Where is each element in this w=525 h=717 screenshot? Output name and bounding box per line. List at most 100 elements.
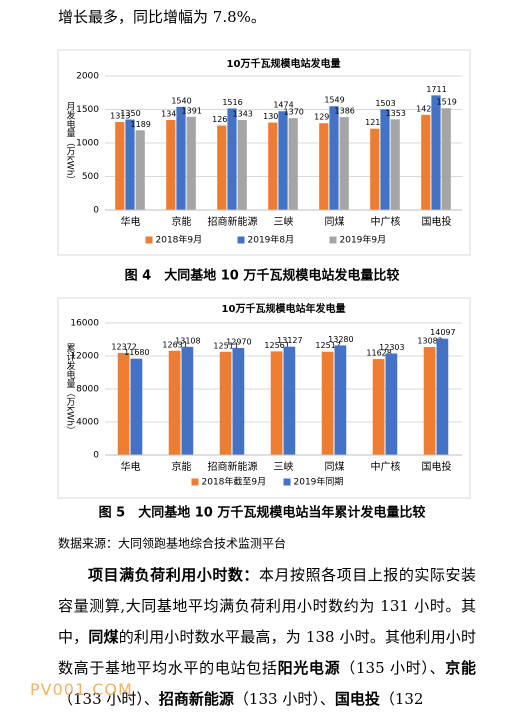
value-label: 1711 — [426, 85, 446, 94]
bar — [385, 353, 398, 455]
chart-title: 10万千瓦规模电站年发电量 — [222, 302, 346, 315]
value-label: 1313 — [110, 112, 130, 121]
intro-text: 增长最多，同比增幅为 7.8%。 — [58, 8, 266, 26]
value-label: 11680 — [124, 348, 149, 357]
value-label: 12372 — [111, 342, 136, 351]
y-tick-label: 12000 — [70, 352, 99, 362]
legend-swatch — [145, 236, 153, 244]
y-tick-label: 0 — [93, 206, 99, 216]
x-tick-label: 三峡 — [274, 460, 294, 473]
x-tick-label: 同煤 — [325, 215, 345, 228]
bar — [117, 352, 130, 455]
legend-swatch — [329, 236, 337, 244]
text-run: （135 小时）、 — [340, 659, 446, 677]
bar — [176, 106, 186, 210]
x-tick-label: 招商新能源 — [208, 460, 258, 473]
text-run: （133 小时）、 — [233, 690, 335, 708]
value-label: 1343 — [161, 110, 181, 119]
text-run: 京能 — [445, 659, 476, 677]
bar — [268, 122, 278, 210]
text-run: 招商新能源 — [158, 690, 234, 708]
value-label: 13108 — [175, 336, 200, 345]
bar — [130, 358, 143, 455]
bar — [115, 122, 125, 210]
bar — [288, 118, 298, 210]
value-label: 13280 — [328, 335, 353, 344]
value-label: 13082 — [417, 337, 442, 346]
watermark: PV001.COM — [30, 680, 133, 699]
text-run: 的利用小时数水平最高，为 138 小时。其他利用小时数高于基地平均水平的电站包括 — [58, 628, 476, 677]
text-run: （132 — [379, 690, 424, 708]
legend-label: 2019年同期 — [294, 476, 344, 488]
bar — [219, 351, 232, 455]
bar — [372, 359, 385, 455]
bar — [186, 116, 196, 210]
chart-frame — [57, 49, 471, 256]
x-tick-label: 华电 — [121, 215, 141, 228]
legend-swatch — [283, 478, 291, 486]
legend-label: 2019年8月 — [248, 234, 295, 246]
text-run: 国电投 — [334, 690, 380, 708]
value-label: 14097 — [430, 328, 455, 337]
bar — [334, 345, 347, 455]
bar — [423, 347, 436, 455]
y-tick-label: 4000 — [76, 418, 99, 428]
y-tick-label: 8000 — [76, 385, 99, 395]
text-run: 阳光电源 — [277, 659, 341, 677]
chart-frame — [57, 297, 471, 499]
value-label: 1420 — [416, 104, 436, 113]
value-label: 1189 — [131, 120, 151, 129]
legend-label: 2018年9月 — [156, 234, 203, 246]
value-label: 12631 — [162, 340, 187, 349]
value-label: 1386 — [335, 107, 355, 116]
y-axis-label: 累计发电量（万kWh） — [65, 343, 76, 435]
charts: 图 4 大同基地 10 万千瓦规模电站发电量比较 图 5 大同基地 10 万千瓦… — [57, 49, 471, 551]
value-label: 12561 — [264, 341, 289, 350]
value-label: 1540 — [171, 96, 191, 105]
value-label: 1474 — [273, 101, 293, 110]
caption: 图 5 大同基地 10 万千瓦规模电站当年累计发电量比较 — [99, 505, 426, 521]
value-label: 12970 — [226, 337, 251, 346]
value-label: 1295 — [314, 113, 334, 122]
bar — [329, 106, 339, 210]
bar — [270, 351, 283, 455]
x-tick-label: 同煤 — [325, 460, 345, 473]
value-label: 12511 — [213, 341, 238, 350]
bar — [370, 128, 380, 210]
x-tick-label: 三峡 — [274, 215, 294, 228]
source-note: 数据来源：大同领跑基地综合技术监测平台 — [58, 536, 286, 551]
bar — [436, 338, 449, 455]
x-tick-label: 京能 — [172, 460, 192, 473]
value-label: 13127 — [277, 336, 302, 345]
value-label: 1350 — [120, 109, 140, 118]
value-label: 1370 — [284, 108, 304, 117]
x-tick-label: 国电投 — [422, 460, 452, 473]
bar — [125, 119, 135, 210]
bar — [321, 351, 334, 455]
bar — [278, 111, 288, 210]
y-tick-label: 1000 — [76, 139, 99, 149]
value-label: 1549 — [324, 96, 344, 105]
y-tick-label: 0 — [93, 451, 99, 461]
bar — [319, 123, 329, 210]
x-tick-label: 国电投 — [422, 215, 452, 228]
value-label: 1516 — [222, 98, 242, 107]
bar — [232, 347, 245, 455]
legend-label: 2018年截至9月 — [202, 476, 267, 488]
bar — [217, 125, 227, 210]
x-tick-label: 京能 — [172, 215, 192, 228]
text-run: 同煤 — [88, 628, 119, 646]
x-tick-label: 中广核 — [371, 215, 401, 228]
value-label: 1305 — [263, 112, 283, 121]
x-tick-label: 华电 — [121, 460, 141, 473]
legend-swatch — [237, 236, 245, 244]
bar — [283, 346, 296, 455]
bar — [168, 350, 181, 455]
text-run: 本月按照各项目上报的实际安装容量测算,大同基地平均满负荷利用小时数约为 131 … — [58, 566, 476, 646]
y-tick-label: 1500 — [76, 105, 99, 115]
value-label: 1391 — [182, 106, 202, 115]
y-axis-label: 月发电量（万kWh） — [65, 102, 76, 185]
bar — [441, 108, 451, 210]
legend-swatch — [191, 478, 199, 486]
